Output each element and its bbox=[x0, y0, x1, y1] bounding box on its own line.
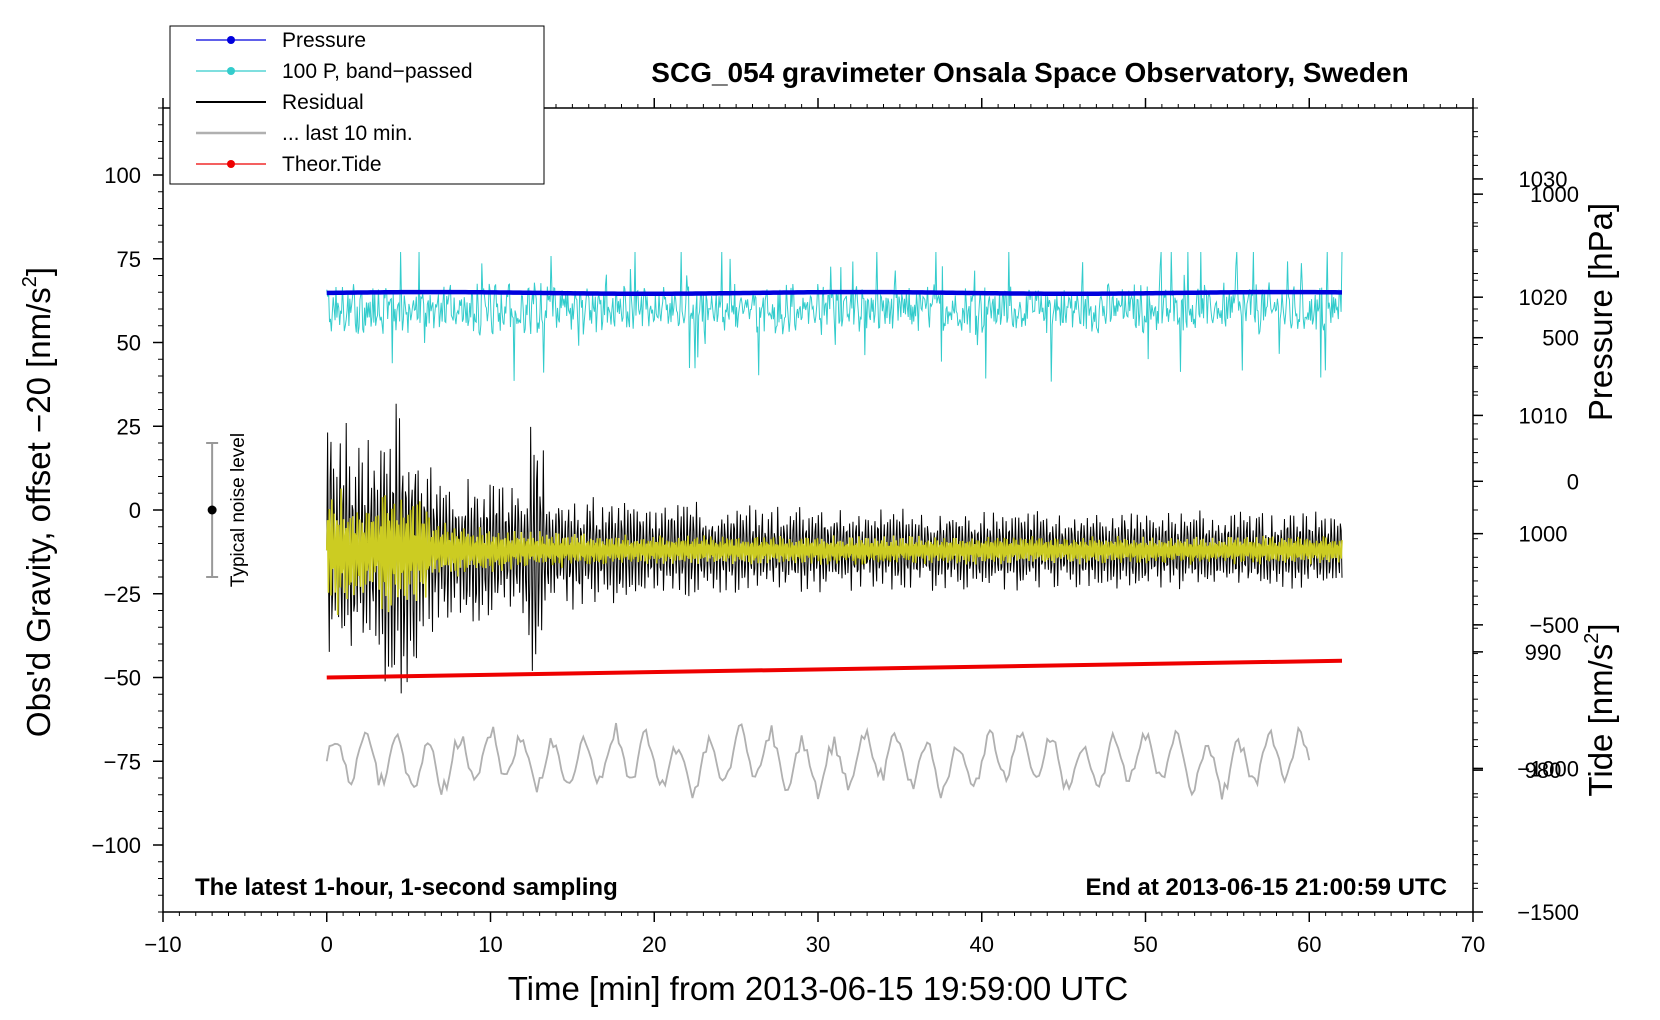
series-bandpassed-pressure-line bbox=[326, 252, 1343, 382]
y-left-tick-label: 0 bbox=[129, 498, 141, 523]
tide-tick-label: 1000 bbox=[1530, 182, 1579, 207]
tide-tick-label: 500 bbox=[1542, 326, 1579, 351]
series-residual-line bbox=[326, 403, 1343, 694]
y-axis-pressure-label: Pressure [hPa] bbox=[1582, 203, 1619, 421]
noise-label: Typical noise level bbox=[228, 433, 249, 587]
x-axis-label: Time [min] from 2013-06-15 19:59:00 UTC bbox=[508, 970, 1129, 1007]
x-tick-label: 60 bbox=[1297, 932, 1321, 957]
y-left-tick-label: 100 bbox=[104, 163, 141, 188]
x-tick-label: 20 bbox=[642, 932, 666, 957]
legend-swatch-marker bbox=[227, 67, 235, 75]
tide-label-close: ] bbox=[1582, 623, 1619, 632]
y-left-label-close: ] bbox=[20, 267, 57, 276]
pressure-tick-label: 980 bbox=[1525, 758, 1562, 783]
x-tick-label: 70 bbox=[1461, 932, 1485, 957]
x-tick-label: 50 bbox=[1133, 932, 1157, 957]
series-last10-line bbox=[325, 722, 1311, 800]
legend-label: Residual bbox=[282, 91, 364, 114]
chart-title: SCG_054 gravimeter Onsala Space Observat… bbox=[651, 57, 1408, 88]
series-pressure-line bbox=[326, 289, 1343, 297]
legend-swatch-marker bbox=[227, 160, 235, 168]
noise-center-dot bbox=[207, 505, 217, 515]
pressure-tick-label: 1010 bbox=[1519, 403, 1568, 428]
noise-level-indicator: Typical noise level bbox=[206, 433, 249, 587]
pressure-tick-label: 990 bbox=[1525, 640, 1562, 665]
y-left-tick-label: 50 bbox=[117, 331, 141, 356]
series-tide-line bbox=[326, 658, 1343, 680]
y-axis-tide-label: Tide [nm/s2] bbox=[1581, 623, 1619, 796]
legend-label: Theor.Tide bbox=[282, 153, 382, 176]
tide-tick-label: −1500 bbox=[1517, 900, 1579, 925]
legend: Pressure 100 P, band−passed Residual ... la… bbox=[169, 25, 545, 185]
x-tick-label: 10 bbox=[478, 932, 502, 957]
y-left-tick-label: −100 bbox=[91, 833, 141, 858]
y-axis-left-label: Obs'd Gravity, offset −20 [nm/s2] bbox=[19, 267, 57, 737]
x-tick-label: 40 bbox=[970, 932, 994, 957]
y-left-label-sup: 2 bbox=[19, 276, 41, 287]
tide-tick-label: −500 bbox=[1529, 613, 1579, 638]
legend-items: Pressure 100 P, band−passed Residual ... la… bbox=[196, 29, 473, 176]
tide-label-main: Tide [nm/s bbox=[1582, 644, 1619, 797]
x-tick-label: −10 bbox=[144, 932, 181, 957]
pressure-tick-label: 1000 bbox=[1519, 522, 1568, 547]
legend-box bbox=[169, 25, 545, 185]
legend-label: 100 P, band−passed bbox=[282, 60, 473, 83]
pressure-tick-label: 1020 bbox=[1519, 285, 1568, 310]
ticks-layer: −10 0 10 20 30 40 50 60 701007550250−25−50−75−10… bbox=[91, 98, 1579, 957]
legend-label: Pressure bbox=[282, 29, 366, 52]
note-left: The latest 1-hour, 1-second sampling bbox=[195, 874, 618, 901]
pressure-tick-label: 1030 bbox=[1519, 167, 1568, 192]
tide-tick-label: −1000 bbox=[1517, 756, 1579, 781]
legend-label: ... last 10 min. bbox=[282, 122, 413, 145]
legend-swatch-marker bbox=[227, 36, 235, 44]
x-tick-label: 30 bbox=[806, 932, 830, 957]
tide-tick-label: 0 bbox=[1567, 469, 1579, 494]
series-residual-filtered-line bbox=[325, 488, 1343, 616]
series-layer bbox=[325, 252, 1343, 800]
y-left-tick-label: 25 bbox=[117, 414, 141, 439]
x-tick-label: 0 bbox=[321, 932, 333, 957]
y-left-tick-label: 75 bbox=[117, 247, 141, 272]
y-left-tick-label: −75 bbox=[104, 749, 141, 774]
tide-label-sup: 2 bbox=[1581, 633, 1603, 644]
note-right: End at 2013-06-15 21:00:59 UTC bbox=[1086, 874, 1448, 901]
y-left-tick-label: −25 bbox=[104, 582, 141, 607]
y-left-tick-label: −50 bbox=[104, 666, 141, 691]
y-left-label-main: Obs'd Gravity, offset −20 [nm/s bbox=[20, 287, 57, 737]
